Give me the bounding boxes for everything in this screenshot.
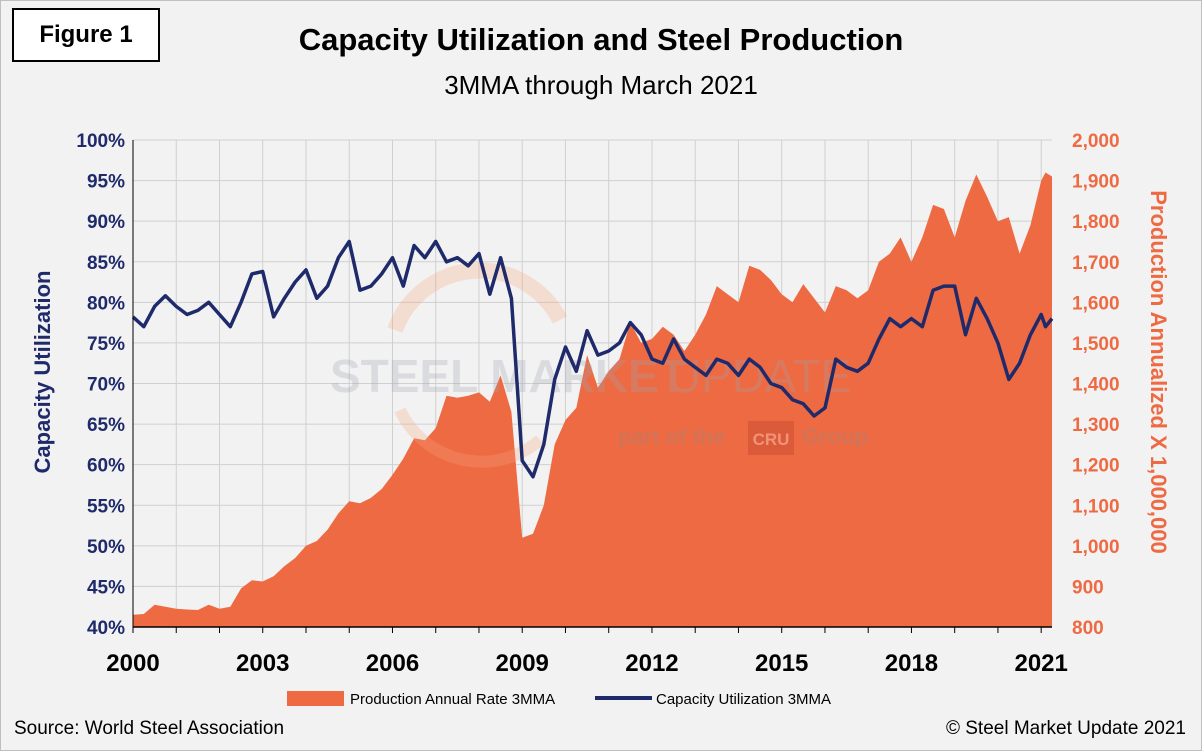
right-axis-title: Production Annualized X 1,000,000 bbox=[1146, 190, 1171, 554]
right-tick-label: 1,400 bbox=[1072, 375, 1120, 396]
watermark: STEEL MARKET UPDATE part of the CRU Grou… bbox=[330, 262, 868, 468]
right-axis-ticks: 800 900 1,000 1,100 1,200 1,300 1,400 1,500 1,60… bbox=[1072, 131, 1120, 639]
production-area bbox=[133, 172, 1052, 627]
left-tick-label: 45% bbox=[87, 577, 125, 598]
watermark-text-part: part of the bbox=[618, 424, 726, 449]
left-tick-label: 100% bbox=[76, 131, 125, 152]
copyright-note: © Steel Market Update 2021 bbox=[945, 718, 1186, 739]
watermark-text-group: Group bbox=[802, 424, 868, 449]
x-axis-ticks: 2000 2003 2006 2009 2012 2015 2018 2021 bbox=[106, 650, 1068, 677]
right-tick-label: 1,100 bbox=[1072, 496, 1120, 517]
right-tick-label: 1,700 bbox=[1072, 253, 1120, 274]
watermark-cru-logo bbox=[748, 421, 794, 455]
source-note: Source: World Steel Association bbox=[14, 718, 285, 739]
right-tick-label: 1,800 bbox=[1072, 212, 1120, 233]
left-tick-label: 80% bbox=[87, 293, 125, 314]
right-tick-label: 1,300 bbox=[1072, 415, 1120, 436]
watermark-swoosh bbox=[387, 262, 568, 333]
left-axis-ticks: 40% 45% 50% 55% 60% 65% 70% 75% 80% 85% 90% 95% 100% bbox=[76, 131, 125, 639]
right-tick-label: 1,200 bbox=[1072, 456, 1120, 477]
legend-swatch-production bbox=[287, 691, 344, 706]
x-tick-label: 2012 bbox=[625, 650, 678, 677]
left-tick-label: 55% bbox=[87, 496, 125, 517]
right-tick-label: 1,000 bbox=[1072, 537, 1120, 558]
x-tick-label: 2006 bbox=[366, 650, 419, 677]
right-tick-label: 2,000 bbox=[1072, 131, 1120, 152]
x-tick-label: 2000 bbox=[106, 650, 159, 677]
left-tick-label: 50% bbox=[87, 537, 125, 558]
left-axis-title: Capacity Utilization bbox=[30, 271, 55, 474]
chart-subtitle: 3MMA through March 2021 bbox=[444, 70, 758, 100]
legend-label-production: Production Annual Rate 3MMA bbox=[350, 691, 555, 708]
legend-label-utilization: Capacity Utilization 3MMA bbox=[656, 691, 831, 708]
watermark-text-main: STEEL MARKET bbox=[330, 350, 687, 402]
left-tick-label: 90% bbox=[87, 212, 125, 233]
production-area-layer bbox=[133, 172, 1052, 627]
right-tick-label: 1,900 bbox=[1072, 172, 1120, 193]
watermark-cru-text: CRU bbox=[753, 430, 790, 449]
figure-label: Figure 1 bbox=[12, 8, 160, 62]
axes bbox=[132, 140, 1052, 633]
right-tick-label: 1,600 bbox=[1072, 293, 1120, 314]
left-tick-label: 95% bbox=[87, 172, 125, 193]
x-tick-label: 2015 bbox=[755, 650, 808, 677]
x-tick-label: 2018 bbox=[885, 650, 938, 677]
x-tick-label: 2003 bbox=[236, 650, 289, 677]
right-tick-label: 800 bbox=[1072, 618, 1104, 639]
x-tick-label: 2009 bbox=[496, 650, 549, 677]
chart-title: Capacity Utilization and Steel Productio… bbox=[298, 22, 904, 57]
left-tick-label: 65% bbox=[87, 415, 125, 436]
right-tick-label: 1,500 bbox=[1072, 334, 1120, 355]
left-tick-label: 70% bbox=[87, 375, 125, 396]
left-tick-label: 60% bbox=[87, 456, 125, 477]
utilization-line bbox=[131, 239, 1054, 479]
left-tick-label: 40% bbox=[87, 618, 125, 639]
utilization-line-layer bbox=[131, 239, 1054, 479]
legend: Production Annual Rate 3MMA Capacity Uti… bbox=[287, 691, 831, 708]
left-tick-label: 85% bbox=[87, 253, 125, 274]
watermark-text-update: UPDATE bbox=[668, 350, 851, 402]
x-tick-label: 2021 bbox=[1014, 650, 1067, 677]
left-tick-label: 75% bbox=[87, 334, 125, 355]
right-tick-label: 900 bbox=[1072, 577, 1104, 598]
